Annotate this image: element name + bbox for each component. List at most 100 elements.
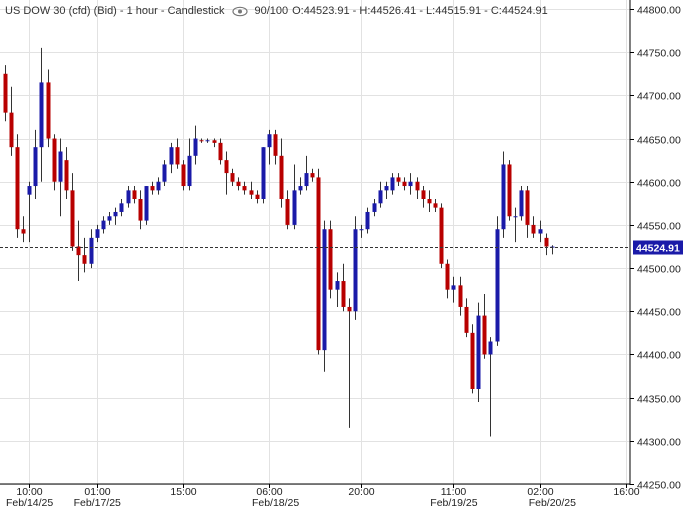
candle	[538, 220, 543, 243]
grid-lines	[0, 0, 630, 485]
candle	[488, 337, 493, 437]
candle	[261, 147, 266, 204]
candle	[525, 186, 530, 238]
candle-body-down	[242, 186, 247, 191]
candle-body-up	[384, 186, 389, 191]
x-time-label: 16:00	[613, 486, 639, 498]
candle	[107, 211, 112, 225]
candle-body-down	[273, 134, 278, 156]
candle-body-up	[27, 186, 32, 195]
candle-body-up	[58, 151, 63, 182]
candle	[236, 177, 241, 191]
candle-body-down	[9, 112, 14, 148]
candle-body-up	[451, 285, 456, 290]
candle	[132, 186, 137, 204]
candle	[531, 216, 536, 238]
candle	[495, 216, 500, 346]
candle-body-down	[415, 181, 420, 191]
candle	[212, 138, 217, 148]
x-time-label: 15:00	[170, 486, 196, 498]
candle	[162, 160, 167, 187]
candle-body-down	[224, 160, 229, 174]
y-tick-label: 44550.00	[637, 221, 681, 233]
candle-body-down	[175, 147, 180, 165]
candle	[138, 190, 143, 230]
candle	[175, 138, 180, 169]
candle	[3, 65, 8, 122]
candle	[415, 177, 420, 199]
candle	[372, 199, 377, 217]
candle-body-up	[126, 190, 131, 204]
last-price-marker: 44524.91	[633, 240, 683, 255]
candle-body-down	[433, 203, 438, 208]
candle	[433, 199, 438, 212]
candle-body-up	[292, 190, 297, 225]
candle	[439, 203, 444, 269]
candle	[298, 177, 303, 195]
candle-body-down	[279, 155, 284, 199]
candle	[421, 186, 426, 208]
candle	[396, 173, 401, 187]
candle-body-down	[285, 199, 290, 225]
candle-body-down	[46, 82, 51, 139]
x-time-label: 11:00	[441, 486, 467, 498]
candle-body-down	[82, 255, 87, 264]
candle	[101, 216, 106, 234]
candle-body-up	[365, 211, 370, 230]
candle	[21, 216, 26, 243]
candle-body-down	[427, 199, 432, 204]
candle-body-down	[347, 306, 352, 312]
candle	[464, 298, 469, 338]
y-tick-label: 44600.00	[637, 178, 681, 190]
y-tick-label: 44650.00	[637, 135, 681, 147]
bar-count: 90/100	[254, 5, 289, 17]
candle-body-up	[113, 211, 118, 217]
eye-icon[interactable]	[232, 6, 249, 17]
candle	[378, 181, 383, 208]
candle-body-down	[507, 164, 512, 217]
candle	[273, 129, 278, 165]
candle-body-up	[95, 229, 100, 238]
candle-body-down	[421, 190, 426, 199]
candle-body-down	[310, 173, 315, 178]
candle-body-up	[538, 229, 543, 234]
y-tick-label: 44350.00	[637, 394, 681, 406]
x-time-label: 02:00	[527, 486, 553, 498]
candle	[230, 168, 235, 187]
candle	[402, 177, 407, 191]
candle-body-down	[470, 332, 475, 389]
candle	[169, 142, 174, 174]
candle	[95, 224, 100, 243]
candle	[359, 224, 364, 238]
candle	[33, 129, 38, 199]
candle-body-down	[3, 73, 8, 113]
candle-body-down	[138, 199, 143, 221]
candle-body-up	[372, 203, 377, 212]
candle	[507, 160, 512, 221]
candle-body-up	[156, 181, 161, 191]
candle	[144, 186, 149, 225]
candle	[322, 220, 327, 372]
candle-body-up	[193, 138, 198, 156]
candle-body-down	[64, 160, 69, 191]
x-time-label: 10:00	[16, 486, 42, 498]
candle	[390, 173, 395, 195]
candle-body-down	[464, 306, 469, 333]
x-time-label: 01:00	[84, 486, 110, 498]
candle	[70, 173, 75, 251]
candle-body-down	[212, 140, 217, 143]
candle	[544, 233, 549, 256]
candle	[316, 168, 321, 355]
x-axis-ticks: 10:00 01:00 15:00 06:00 20:00 11:00 02:00 16:00…	[6, 484, 640, 507]
candle-body-down	[396, 177, 401, 182]
candle	[458, 276, 463, 316]
candle	[242, 181, 247, 195]
ohlc-readout: O:44523.91 - H:44526.41 - L:44515.91 - C…	[292, 5, 548, 17]
candle	[39, 47, 44, 182]
x-date-label: Feb/17/25	[74, 497, 121, 507]
candle-body-up	[359, 229, 364, 231]
candle	[27, 181, 32, 243]
candle-body-up	[335, 281, 340, 290]
candle-body-down	[249, 190, 254, 195]
